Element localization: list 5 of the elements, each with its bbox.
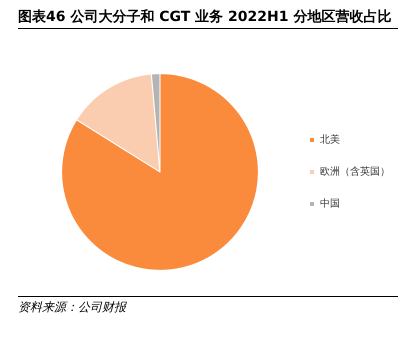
legend-label: 北美 [320, 134, 340, 146]
legend-label: 中国 [320, 198, 340, 210]
text: 资料来源：公司财报 [18, 296, 398, 316]
legend-label: 欧洲（含英国） [320, 166, 390, 178]
chart-title: 图表46 公司大分子和 CGT 业务 2022H1 分地区营收占比 [18, 8, 398, 29]
